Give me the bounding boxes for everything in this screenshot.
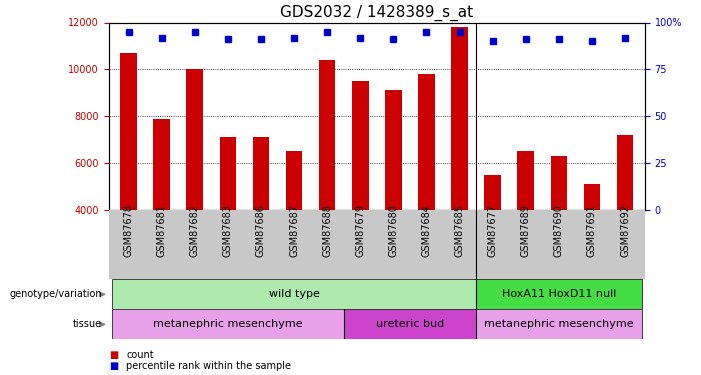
Text: metanephric mesenchyme: metanephric mesenchyme — [153, 320, 303, 329]
Text: wild type: wild type — [268, 290, 320, 299]
Bar — [385, 90, 402, 210]
Bar — [484, 175, 501, 210]
Text: tissue: tissue — [72, 320, 102, 329]
Bar — [476, 309, 641, 339]
Bar — [352, 81, 369, 210]
Bar — [286, 152, 302, 210]
Text: ■: ■ — [109, 350, 118, 360]
Bar — [617, 135, 633, 210]
Text: ureteric bud: ureteric bud — [376, 320, 444, 329]
Bar — [186, 69, 203, 210]
Title: GDS2032 / 1428389_s_at: GDS2032 / 1428389_s_at — [280, 5, 473, 21]
Bar — [584, 184, 600, 210]
Text: percentile rank within the sample: percentile rank within the sample — [126, 361, 291, 370]
Bar — [451, 27, 468, 210]
Bar — [112, 279, 476, 309]
Bar — [476, 279, 641, 309]
Bar — [517, 152, 534, 210]
Text: count: count — [126, 350, 154, 360]
Bar — [112, 309, 343, 339]
Text: genotype/variation: genotype/variation — [9, 290, 102, 299]
Bar — [252, 137, 269, 210]
Bar — [550, 156, 567, 210]
Bar — [121, 53, 137, 210]
Text: ■: ■ — [109, 361, 118, 370]
Bar — [319, 60, 335, 210]
Bar — [154, 118, 170, 210]
Bar — [219, 137, 236, 210]
Text: HoxA11 HoxD11 null: HoxA11 HoxD11 null — [502, 290, 616, 299]
Bar — [343, 309, 476, 339]
Text: metanephric mesenchyme: metanephric mesenchyme — [484, 320, 634, 329]
Bar — [418, 74, 435, 210]
